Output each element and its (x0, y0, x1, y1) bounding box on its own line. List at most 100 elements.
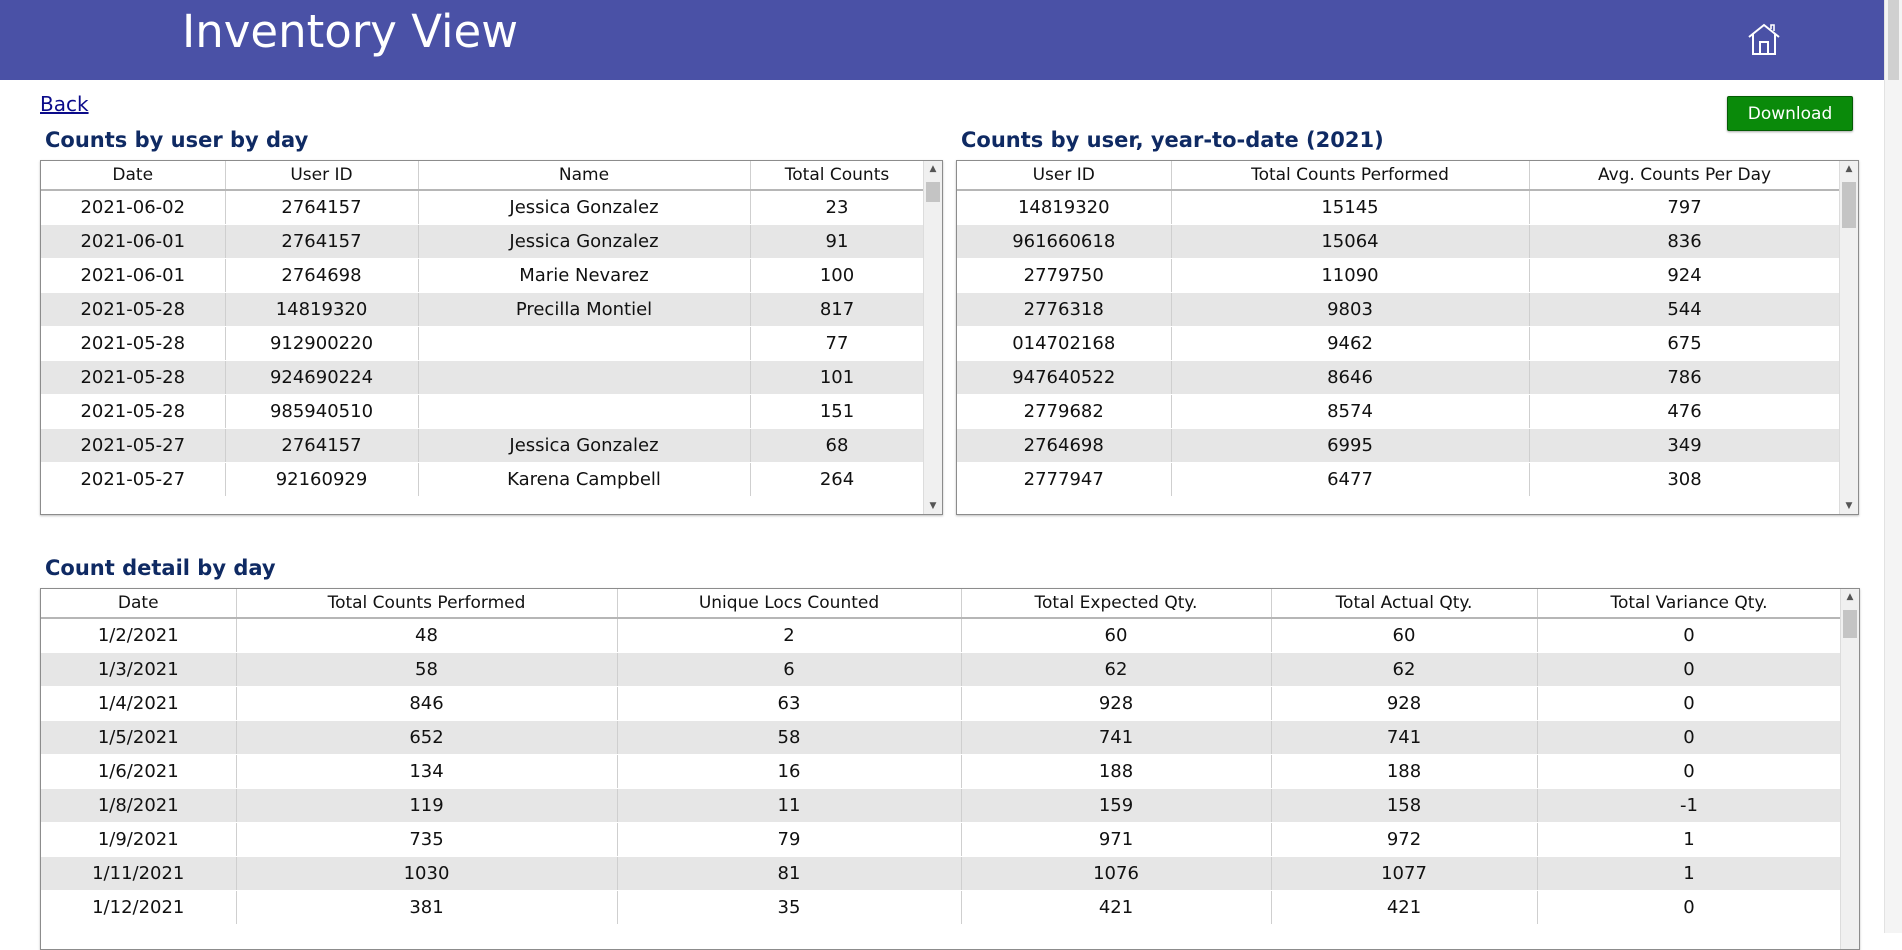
table-cell: 381 (236, 890, 618, 925)
table-row[interactable]: 2021-05-28 912900220 77 (41, 326, 925, 361)
table-cell: 421 (1271, 890, 1538, 925)
column-header[interactable]: Date (41, 589, 237, 619)
table-row[interactable]: 947640522 8646 786 (957, 360, 1841, 395)
table-cell: 2764157 (225, 224, 419, 259)
table-cell: 308 (1529, 462, 1841, 497)
table-cell: 1 (1537, 822, 1842, 857)
table-row[interactable]: 2021-05-27 92160929 Karena Campbell 264 (41, 462, 925, 497)
column-header[interactable]: Total Counts Performed (236, 589, 618, 619)
table-cell: 6 (617, 652, 962, 687)
table-cell: 1 (1537, 856, 1842, 891)
scrollbar-thumb[interactable] (1842, 182, 1856, 228)
table-cell: Marie Nevarez (418, 258, 751, 293)
scroll-down-arrow-icon[interactable]: ▼ (1845, 501, 1853, 511)
table-row[interactable]: 1/9/2021 735 79 971 972 1 (41, 822, 1842, 857)
table-row[interactable]: 1/11/2021 1030 81 1076 1077 1 (41, 856, 1842, 891)
scroll-up-arrow-icon[interactable]: ▲ (1846, 592, 1854, 602)
table-row[interactable]: 2021-05-28 924690224 101 (41, 360, 925, 395)
column-header[interactable]: User ID (957, 161, 1172, 191)
table-row[interactable]: 2776318 9803 544 (957, 292, 1841, 327)
column-header[interactable]: User ID (225, 161, 419, 191)
column-header[interactable]: Avg. Counts Per Day (1529, 161, 1841, 191)
table-cell: 62 (1271, 652, 1538, 687)
table-cell: Karena Campbell (418, 462, 751, 497)
scroll-up-arrow-icon[interactable]: ▲ (1845, 164, 1853, 174)
table-cell: 158 (1271, 788, 1538, 823)
table-cell: 81 (617, 856, 962, 891)
table-row[interactable]: 014702168 9462 675 (957, 326, 1841, 361)
table-cell: 0 (1537, 652, 1842, 687)
table-cell: 797 (1529, 190, 1841, 225)
home-button[interactable] (1746, 21, 1782, 57)
table-cell: 23 (750, 190, 925, 225)
table-cell: 961660618 (957, 224, 1172, 259)
table-cell (418, 394, 751, 429)
table-cell: 60 (1271, 618, 1538, 653)
table-row[interactable]: 14819320 15145 797 (957, 190, 1841, 225)
page-scrollbar[interactable] (1884, 0, 1902, 933)
table-cell: 924 (1529, 258, 1841, 293)
counts-by-user-ytd-table: User ID Total Counts Performed Avg. Counts… (956, 160, 1859, 515)
table-row[interactable]: 1/4/2021 846 63 928 928 0 (41, 686, 1842, 721)
table-row[interactable]: 2021-05-28 14819320 Precilla Montiel 817 (41, 292, 925, 327)
count-detail-by-day-scrollbar[interactable]: ▲ (1840, 589, 1859, 949)
table-cell: 1/12/2021 (41, 890, 237, 925)
download-button[interactable]: Download (1727, 96, 1853, 131)
table-row[interactable]: 2021-06-02 2764157 Jessica Gonzalez 23 (41, 190, 925, 225)
table-cell: 928 (961, 686, 1272, 721)
table-row[interactable]: 2021-06-01 2764157 Jessica Gonzalez 91 (41, 224, 925, 259)
table-row[interactable]: 1/6/2021 134 16 188 188 0 (41, 754, 1842, 789)
column-header[interactable]: Date (41, 161, 226, 191)
table-row[interactable]: 2021-06-01 2764698 Marie Nevarez 100 (41, 258, 925, 293)
column-header[interactable]: Total Actual Qty. (1271, 589, 1538, 619)
column-header[interactable]: Total Counts (750, 161, 925, 191)
table-row[interactable]: 1/5/2021 652 58 741 741 0 (41, 720, 1842, 755)
table-cell: 188 (961, 754, 1272, 789)
table-row[interactable]: 1/2/2021 48 2 60 60 0 (41, 618, 1842, 653)
column-header[interactable]: Total Expected Qty. (961, 589, 1272, 619)
table-cell: 928 (1271, 686, 1538, 721)
table-cell: 947640522 (957, 360, 1172, 395)
table-cell: 2021-05-27 (41, 428, 226, 463)
counts-by-user-ytd-scrollbar[interactable]: ▲ ▼ (1839, 161, 1858, 514)
table-cell: 14819320 (225, 292, 419, 327)
table-cell: 2779750 (957, 258, 1172, 293)
table-row[interactable]: 2779750 11090 924 (957, 258, 1841, 293)
table-row[interactable]: 2777947 6477 308 (957, 462, 1841, 497)
scroll-up-arrow-icon[interactable]: ▲ (929, 164, 937, 174)
back-link[interactable]: Back (40, 92, 89, 116)
table-cell: 1/8/2021 (41, 788, 237, 823)
table-row[interactable]: 1/8/2021 119 11 159 158 -1 (41, 788, 1842, 823)
table-cell: 0 (1537, 754, 1842, 789)
table-row[interactable]: 2021-05-28 985940510 151 (41, 394, 925, 429)
scroll-down-arrow-icon[interactable]: ▼ (929, 501, 937, 511)
table-cell: 14819320 (957, 190, 1172, 225)
count-detail-by-day-title: Count detail by day (45, 556, 276, 580)
table-cell: 741 (961, 720, 1272, 755)
table-cell: 159 (961, 788, 1272, 823)
counts-by-user-by-day-title: Counts by user by day (45, 128, 309, 152)
table-cell: 912900220 (225, 326, 419, 361)
table-cell: 60 (961, 618, 1272, 653)
counts-by-user-by-day-scrollbar[interactable]: ▲ ▼ (923, 161, 942, 514)
scrollbar-thumb[interactable] (1843, 610, 1857, 638)
table-cell: 817 (750, 292, 925, 327)
table-cell: 35 (617, 890, 962, 925)
table-row[interactable]: 2021-05-27 2764157 Jessica Gonzalez 68 (41, 428, 925, 463)
column-header[interactable]: Unique Locs Counted (617, 589, 962, 619)
table-cell: 264 (750, 462, 925, 497)
page-scrollbar-thumb[interactable] (1888, 0, 1899, 80)
table-row[interactable]: 961660618 15064 836 (957, 224, 1841, 259)
column-header[interactable]: Total Variance Qty. (1537, 589, 1842, 619)
table-row[interactable]: 1/3/2021 58 6 62 62 0 (41, 652, 1842, 687)
scrollbar-thumb[interactable] (926, 182, 940, 202)
table-row[interactable]: 2779682 8574 476 (957, 394, 1841, 429)
column-header[interactable]: Total Counts Performed (1171, 161, 1530, 191)
table-row[interactable]: 1/12/2021 381 35 421 421 0 (41, 890, 1842, 925)
column-header[interactable]: Name (418, 161, 751, 191)
table-cell: 79 (617, 822, 962, 857)
table-cell: 985940510 (225, 394, 419, 429)
table-cell: 58 (617, 720, 962, 755)
table-cell: 9803 (1171, 292, 1530, 327)
table-row[interactable]: 2764698 6995 349 (957, 428, 1841, 463)
